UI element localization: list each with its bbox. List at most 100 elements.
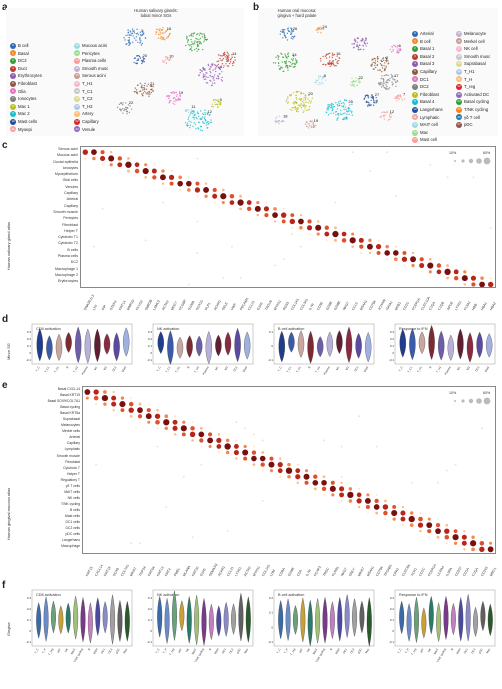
umap-point xyxy=(290,31,292,33)
expression-dot xyxy=(256,200,260,205)
umap-point xyxy=(387,63,390,65)
umap-cluster-label: 22 xyxy=(129,100,134,105)
umap-point xyxy=(374,60,377,62)
umap-point xyxy=(124,102,127,104)
umap-point xyxy=(219,54,221,57)
violin-category-label: NK xyxy=(427,647,432,652)
expression-dot xyxy=(130,542,133,545)
expression-dot xyxy=(180,425,187,432)
gene-label: PIP xyxy=(100,304,107,311)
violin-ytick: 0 xyxy=(29,629,31,633)
umap-point xyxy=(296,61,298,63)
violin-title: B cell activation xyxy=(278,593,304,597)
umap-point xyxy=(226,60,229,62)
umap-point xyxy=(193,48,196,51)
umap-point xyxy=(204,69,206,71)
violin-ytick: 0.2 xyxy=(27,337,32,341)
umap-point xyxy=(281,119,284,122)
expression-dot xyxy=(128,407,134,413)
expression-dot xyxy=(92,156,96,161)
umap-point xyxy=(165,30,168,32)
umap-point xyxy=(295,109,298,112)
expression-dot xyxy=(394,195,397,198)
umap-point xyxy=(386,110,388,113)
legend-swatch: 12 xyxy=(74,42,80,49)
umap-point xyxy=(396,47,398,49)
umap-point xyxy=(350,112,353,114)
violin-category-label: T/NK cycling xyxy=(315,647,327,663)
umap-point xyxy=(290,33,292,35)
panel-letter-b: b xyxy=(253,2,260,13)
expression-dot xyxy=(409,511,414,515)
umap-point xyxy=(188,35,191,37)
expression-dot xyxy=(428,536,430,538)
expression-dot xyxy=(356,492,362,498)
umap-point xyxy=(301,98,303,100)
violin-shape xyxy=(300,597,306,643)
umap-point xyxy=(139,90,142,92)
umap-cluster-label: 10 xyxy=(169,54,174,59)
legend-entry: 20 T_H1 xyxy=(456,68,490,76)
violin-shape xyxy=(103,333,111,355)
expression-dot xyxy=(111,401,117,407)
umap-point xyxy=(187,116,190,118)
umap-point xyxy=(127,104,130,106)
umap-point xyxy=(381,71,383,73)
umap-point xyxy=(158,29,160,32)
umap-point xyxy=(192,125,194,128)
umap-point xyxy=(348,113,350,116)
umap-point xyxy=(196,41,198,43)
expression-dot xyxy=(324,225,330,230)
expression-dot xyxy=(339,492,345,498)
umap-point xyxy=(222,57,225,60)
umap-point xyxy=(289,108,292,111)
umap-point xyxy=(322,28,325,30)
umap-point xyxy=(326,108,328,110)
umap-point xyxy=(353,39,356,41)
row-label: Macrophage xyxy=(61,544,80,549)
umap-point xyxy=(292,38,294,40)
violin-category-label: pDC xyxy=(478,648,484,655)
umap-point xyxy=(231,54,233,56)
violin-category-label: T_H xyxy=(404,648,410,655)
umap-point xyxy=(141,61,144,63)
violin-category-label: Mast xyxy=(484,365,491,372)
umap-point xyxy=(382,84,384,86)
umap-point xyxy=(205,122,208,124)
umap-point xyxy=(346,110,348,113)
umap-point xyxy=(387,119,389,121)
umap-point xyxy=(189,124,192,127)
umap-point xyxy=(204,116,206,118)
expression-dot xyxy=(356,498,362,504)
expression-dot xyxy=(351,245,355,248)
dotplot-e-row-labels: Basal CXCL14 Basal KRT19 Basal SOX9/COL7A1… xyxy=(10,386,80,549)
umap-point xyxy=(354,39,357,42)
gene-label: LYVE1 xyxy=(454,300,463,311)
row-label: Venules xyxy=(65,184,78,189)
size-legend-dot xyxy=(476,398,482,404)
umap-point xyxy=(329,60,331,62)
umap-point xyxy=(295,101,297,103)
legend-swatch: 23 xyxy=(74,126,80,133)
umap-point xyxy=(325,57,328,59)
umap-point xyxy=(219,65,221,68)
umap-point xyxy=(366,42,368,44)
expression-dot xyxy=(252,463,256,466)
violin-ytick: -0.1 xyxy=(268,640,274,644)
umap-point xyxy=(375,96,377,99)
umap-point xyxy=(278,55,280,58)
violin-shape xyxy=(278,599,284,640)
violin-shape xyxy=(278,330,285,363)
umap-point xyxy=(176,94,178,96)
gene-label: FCGBP xyxy=(178,298,188,311)
expression-dot xyxy=(142,167,149,175)
expression-dot xyxy=(446,276,449,280)
umap-point xyxy=(229,59,232,61)
umap-point xyxy=(278,115,281,117)
expression-dot xyxy=(351,151,354,154)
expression-dot xyxy=(382,504,389,510)
violin-category-label: T_H2 xyxy=(314,365,321,373)
legend-entry: 22 Capillary xyxy=(74,118,108,126)
violin-ytick: 0.1 xyxy=(269,330,274,334)
expression-dot xyxy=(101,163,104,166)
